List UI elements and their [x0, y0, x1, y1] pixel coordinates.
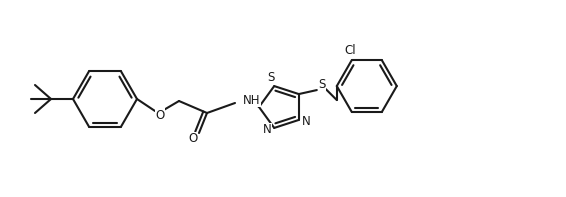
Text: O: O	[188, 133, 198, 146]
Text: O: O	[156, 109, 165, 122]
Text: N: N	[263, 124, 272, 137]
Text: Cl: Cl	[344, 44, 355, 57]
Text: N: N	[302, 115, 310, 128]
Text: NH: NH	[243, 94, 260, 107]
Text: S: S	[268, 71, 275, 84]
Text: S: S	[318, 78, 325, 91]
